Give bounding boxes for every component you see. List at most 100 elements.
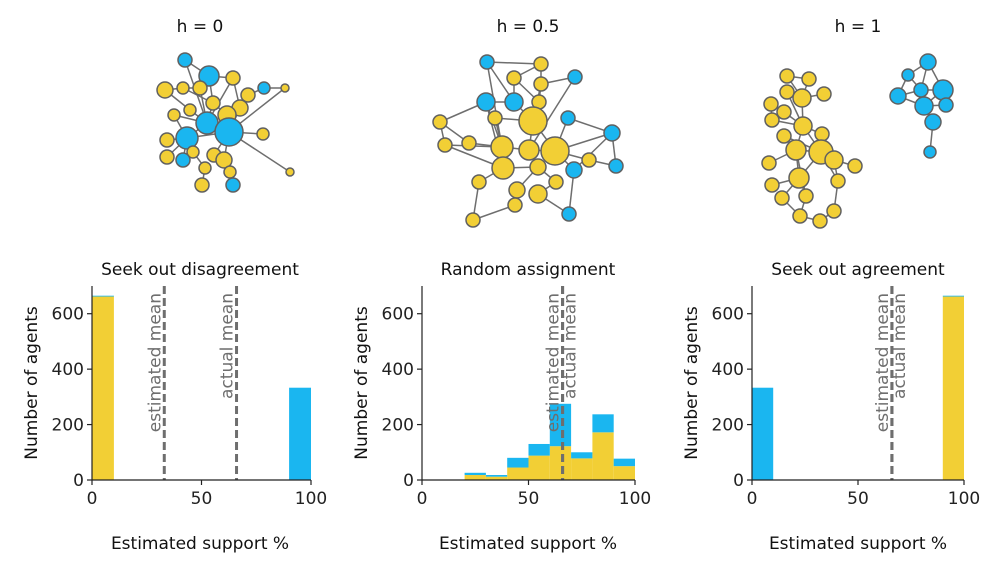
- x-axis-label: Estimated support %: [439, 534, 617, 554]
- histogram-seek-out-agreement: Seek out agreement Number of agents Esti…: [682, 260, 980, 554]
- network-node-yellow: [788, 167, 810, 189]
- network-node-yellow: [812, 213, 828, 229]
- y-tick-label: 200: [52, 416, 84, 436]
- y-axis-label: Number of agents: [352, 306, 372, 460]
- network-node-blue: [919, 53, 937, 71]
- y-tick-label: 600: [382, 305, 414, 325]
- bar-yellow: [507, 467, 529, 480]
- network-node-yellow: [280, 83, 290, 93]
- x-tick-label: 100: [948, 489, 980, 509]
- network-node-yellow: [194, 177, 210, 193]
- network-node-yellow: [437, 137, 453, 153]
- network-node-yellow: [159, 149, 175, 165]
- network-node-yellow: [205, 95, 221, 111]
- network-title: h = 0.5: [497, 17, 560, 37]
- network-node-yellow: [847, 158, 863, 174]
- network-node-yellow: [830, 173, 846, 189]
- network-node-yellow: [763, 96, 779, 112]
- network-node-blue: [479, 54, 495, 70]
- network-node-yellow: [798, 188, 814, 204]
- network-node-yellow: [176, 81, 190, 95]
- network-node-yellow: [491, 156, 515, 180]
- network-node-yellow: [159, 132, 175, 148]
- network-graph-h0: h = 0: [156, 17, 295, 193]
- x-axis-label: Estimated support %: [769, 534, 947, 554]
- network-node-blue: [198, 65, 220, 87]
- y-tick-label: 600: [52, 305, 84, 325]
- bar-yellow: [92, 296, 114, 480]
- x-tick-label: 100: [619, 489, 651, 509]
- network-node-blue: [889, 87, 907, 105]
- network-node-blue: [175, 152, 191, 168]
- network-node-yellow: [490, 135, 514, 159]
- network-node-yellow: [507, 197, 523, 213]
- mean-line-label: estimated mean: [873, 293, 893, 432]
- y-tick-label: 0: [403, 471, 414, 491]
- y-tick-label: 200: [712, 416, 744, 436]
- network-node-yellow: [792, 88, 812, 108]
- y-tick-label: 400: [712, 360, 744, 380]
- network-node-yellow: [192, 80, 208, 96]
- network-node-blue: [914, 96, 934, 116]
- network-node-yellow: [816, 86, 832, 102]
- mean-line-label: actual mean: [561, 293, 581, 399]
- bar-yellow: [485, 476, 508, 480]
- bar-blue: [592, 414, 614, 433]
- bar-blue: [464, 472, 486, 476]
- y-axis-label: Number of agents: [22, 306, 42, 460]
- network-node-blue: [901, 68, 915, 82]
- network-graph-h1: h = 1: [761, 17, 954, 229]
- network-node-yellow: [533, 56, 549, 72]
- x-tick-label: 50: [518, 489, 540, 509]
- network-node-yellow: [487, 110, 503, 126]
- network-node-yellow: [814, 126, 830, 142]
- bar-blue: [613, 458, 635, 467]
- network-node-yellow: [764, 112, 780, 128]
- bar-blue: [528, 443, 550, 456]
- bar-yellow: [592, 432, 614, 480]
- network-node-blue: [932, 79, 954, 101]
- network-node-yellow: [223, 165, 237, 179]
- network-node-blue: [560, 110, 576, 126]
- network-node-blue: [567, 69, 583, 85]
- bar-yellow: [571, 458, 593, 480]
- bar-blue: [549, 403, 572, 447]
- network-node-blue: [177, 52, 193, 68]
- network-node-yellow: [518, 106, 548, 136]
- network-graph-h0-5: h = 0.5: [432, 17, 624, 228]
- y-axis-label: Number of agents: [682, 306, 702, 460]
- bar-blue: [571, 452, 593, 459]
- network-node-yellow: [529, 158, 547, 176]
- network-node-blue: [923, 145, 937, 159]
- network-node-yellow: [779, 68, 795, 84]
- network-node-blue: [565, 161, 583, 179]
- y-tick-label: 0: [73, 471, 84, 491]
- y-tick-label: 600: [712, 305, 744, 325]
- network-node-yellow: [225, 70, 241, 86]
- network-node-yellow: [506, 70, 522, 86]
- network-node-yellow: [793, 116, 813, 136]
- network-node-blue: [938, 97, 954, 113]
- x-axis-label: Estimated support %: [111, 534, 289, 554]
- network-node-yellow: [256, 127, 270, 141]
- network-node-yellow: [779, 84, 795, 100]
- network-node-yellow: [461, 135, 477, 151]
- network-node-yellow: [240, 87, 256, 103]
- histogram-seek-out-disagreement: Seek out disagreement Number of agents E…: [22, 260, 327, 554]
- network-node-yellow: [764, 177, 780, 193]
- bar-yellow: [464, 475, 486, 480]
- network-title: h = 1: [835, 17, 882, 37]
- network-node-blue: [603, 124, 621, 142]
- network-node-yellow: [508, 181, 526, 199]
- network-node-yellow: [156, 81, 174, 99]
- network-node-blue: [561, 206, 577, 222]
- bar-yellow: [549, 446, 572, 480]
- bar-blue: [942, 295, 964, 297]
- histogram-random-assignment: Random assignment Number of agents Estim…: [352, 260, 651, 554]
- network-node-yellow: [215, 151, 233, 169]
- x-tick-label: 0: [87, 489, 98, 509]
- network-node-yellow: [548, 174, 564, 190]
- network-node-yellow: [198, 161, 212, 175]
- x-tick-label: 50: [847, 489, 869, 509]
- network-node-yellow: [776, 128, 792, 144]
